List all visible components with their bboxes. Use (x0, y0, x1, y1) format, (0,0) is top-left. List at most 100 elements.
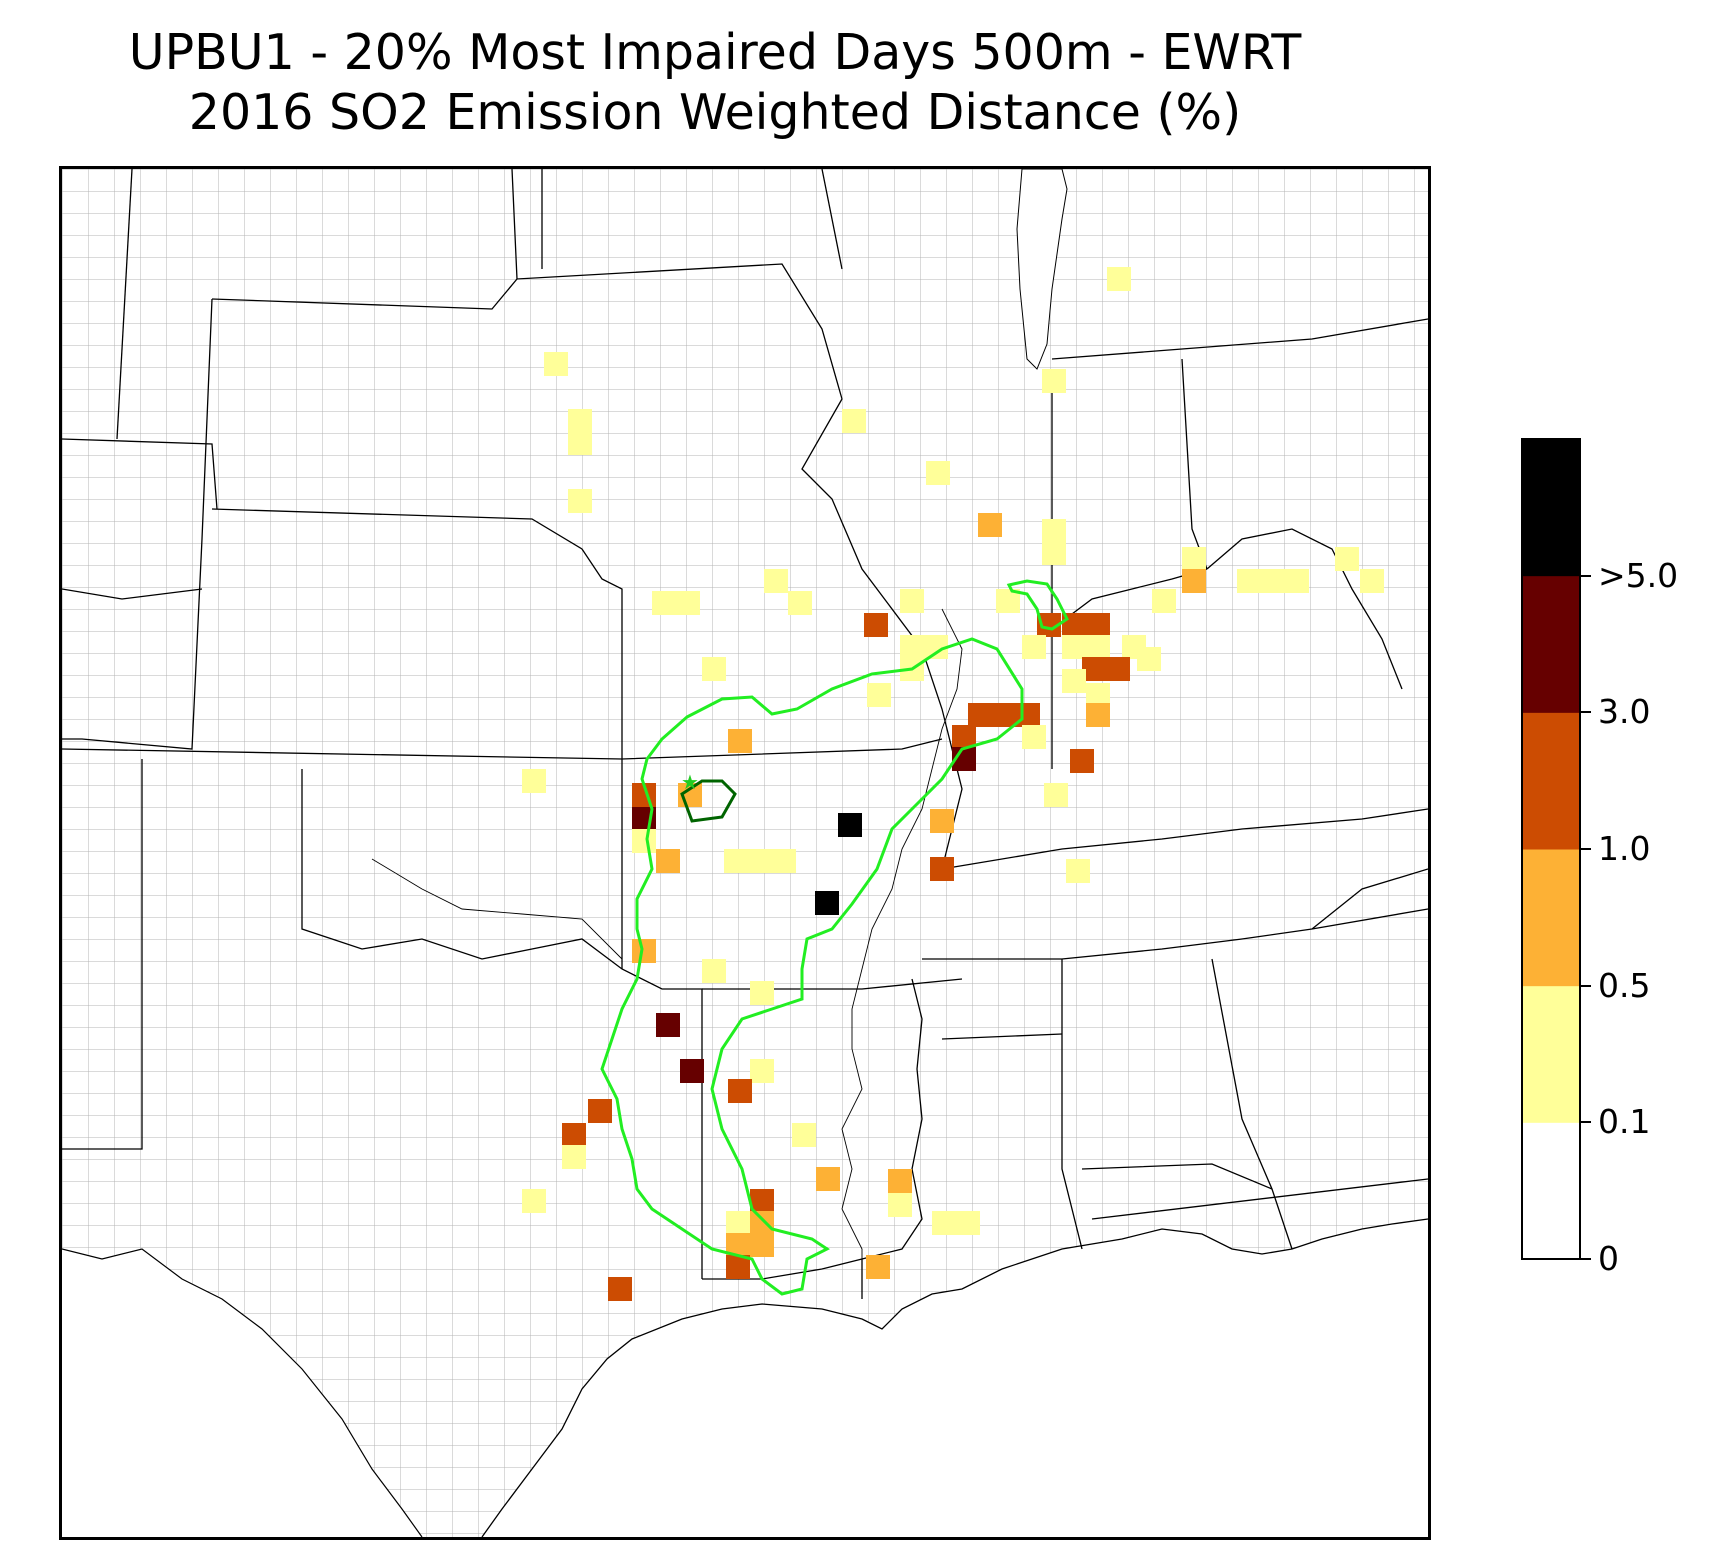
emission-cell (588, 1099, 612, 1123)
colorbar-bin (1522, 1122, 1580, 1260)
colorbar-tick-label: 0.1 (1598, 1102, 1651, 1142)
colorbar-tick (1581, 574, 1591, 577)
map-title-line-2: 2016 SO2 Emission Weighted Distance (%) (188, 84, 1242, 141)
coastline (481, 1218, 1428, 1537)
emission-cell (1062, 635, 1086, 659)
emission-cell (1182, 569, 1206, 593)
emission-cell (724, 849, 748, 873)
map-title-line-1: UPBU1 - 20% Most Impaired Days 500m - EW… (128, 24, 1302, 81)
emission-cell (900, 589, 924, 613)
emission-cell (680, 1059, 704, 1083)
emission-cell (1022, 635, 1046, 659)
emission-cell (864, 613, 888, 637)
outer-contour (600, 637, 1024, 1296)
emission-cell (608, 1277, 632, 1301)
emission-cell (750, 1211, 774, 1235)
emission-cell (1182, 547, 1206, 571)
colorbar-bin (1522, 575, 1580, 713)
state-boundaries (62, 169, 1428, 1299)
emission-cell (1285, 569, 1309, 593)
emission-cell (956, 1211, 980, 1235)
emission-cell (1237, 569, 1261, 593)
emission-cell (1152, 589, 1176, 613)
emission-cell (1042, 369, 1066, 393)
map-canvas: ★ (62, 169, 1428, 1537)
colorbar-tick (1581, 1121, 1591, 1124)
emission-cell (562, 1123, 586, 1147)
emission-cell (1066, 859, 1090, 883)
colorbar-tick (1581, 984, 1591, 987)
emission-cell (1086, 635, 1110, 659)
emission-cell (1016, 703, 1040, 727)
emission-cell (568, 431, 592, 455)
colorbar-tick (1581, 1258, 1591, 1260)
emission-cell (1335, 547, 1359, 571)
emission-cell (652, 591, 676, 615)
major-rivers (371, 608, 963, 1299)
colorbar-bin (1522, 985, 1580, 1123)
emission-cell (930, 857, 954, 881)
emission-cell (568, 489, 592, 513)
emission-cell (888, 1193, 912, 1217)
emission-cell (632, 939, 656, 963)
emission-cell (900, 635, 924, 659)
emission-cell (562, 1145, 586, 1169)
star-icon: ★ (681, 770, 699, 794)
emission-cell (816, 1167, 840, 1191)
emission-cell (930, 809, 954, 833)
emission-cell (632, 829, 656, 853)
emission-cell (978, 513, 1002, 537)
emission-cell (750, 1059, 774, 1083)
emission-cell (702, 959, 726, 983)
emission-cell (656, 1013, 680, 1037)
emission-cell (792, 1123, 816, 1147)
emission-cell (1042, 541, 1066, 565)
emission-cell (932, 1211, 956, 1235)
colorbar-bin (1522, 712, 1580, 850)
emission-cell (1137, 647, 1161, 671)
emission-cell (1106, 657, 1130, 681)
map-panel: ★ (59, 166, 1431, 1540)
emission-cell (522, 769, 546, 793)
emission-cell (842, 409, 866, 433)
colorbar-bin (1522, 849, 1580, 987)
colorbar (1521, 438, 1581, 1260)
emission-cell (1107, 267, 1131, 291)
emission-cell (1070, 749, 1094, 773)
emission-cell (676, 591, 700, 615)
emission-cell (968, 703, 992, 727)
emission-cell (1261, 569, 1285, 593)
emission-cell (815, 891, 839, 915)
colorbar-tick (1581, 711, 1591, 714)
emission-cell (522, 1189, 546, 1213)
us-mexico-border (62, 1248, 423, 1537)
emission-cell (656, 849, 680, 873)
colorbar-bin (1522, 439, 1580, 577)
colorbar-tick-label: >5.0 (1598, 555, 1679, 595)
emission-cell (926, 461, 950, 485)
colorbar-tick (1581, 848, 1591, 850)
inner-contour (680, 779, 737, 823)
emission-cell (888, 1169, 912, 1193)
emission-cell (772, 849, 796, 873)
colorbar-tick-label: 0.5 (1598, 965, 1651, 1005)
emission-cell (1360, 569, 1384, 593)
emission-cell (764, 569, 788, 593)
emission-cell (748, 849, 772, 873)
emission-cell (867, 683, 891, 707)
emission-cell (750, 1233, 774, 1257)
outer-contour-loop (1006, 579, 1069, 631)
emission-cell (728, 1079, 752, 1103)
emission-cell (702, 657, 726, 681)
emission-cell (750, 981, 774, 1005)
lake-michigan (1016, 169, 1068, 370)
colorbar-tick-label: 1.0 (1598, 829, 1651, 868)
colorbar-tick-label: 0 (1598, 1239, 1619, 1278)
mexico-area (62, 1249, 422, 1537)
emission-cell (544, 352, 568, 376)
gulf-of-mexico (62, 1219, 1428, 1537)
emission-cell (1022, 725, 1046, 749)
emission-cell (1086, 613, 1110, 637)
emission-cell (1062, 669, 1086, 693)
emission-cell (728, 729, 752, 753)
